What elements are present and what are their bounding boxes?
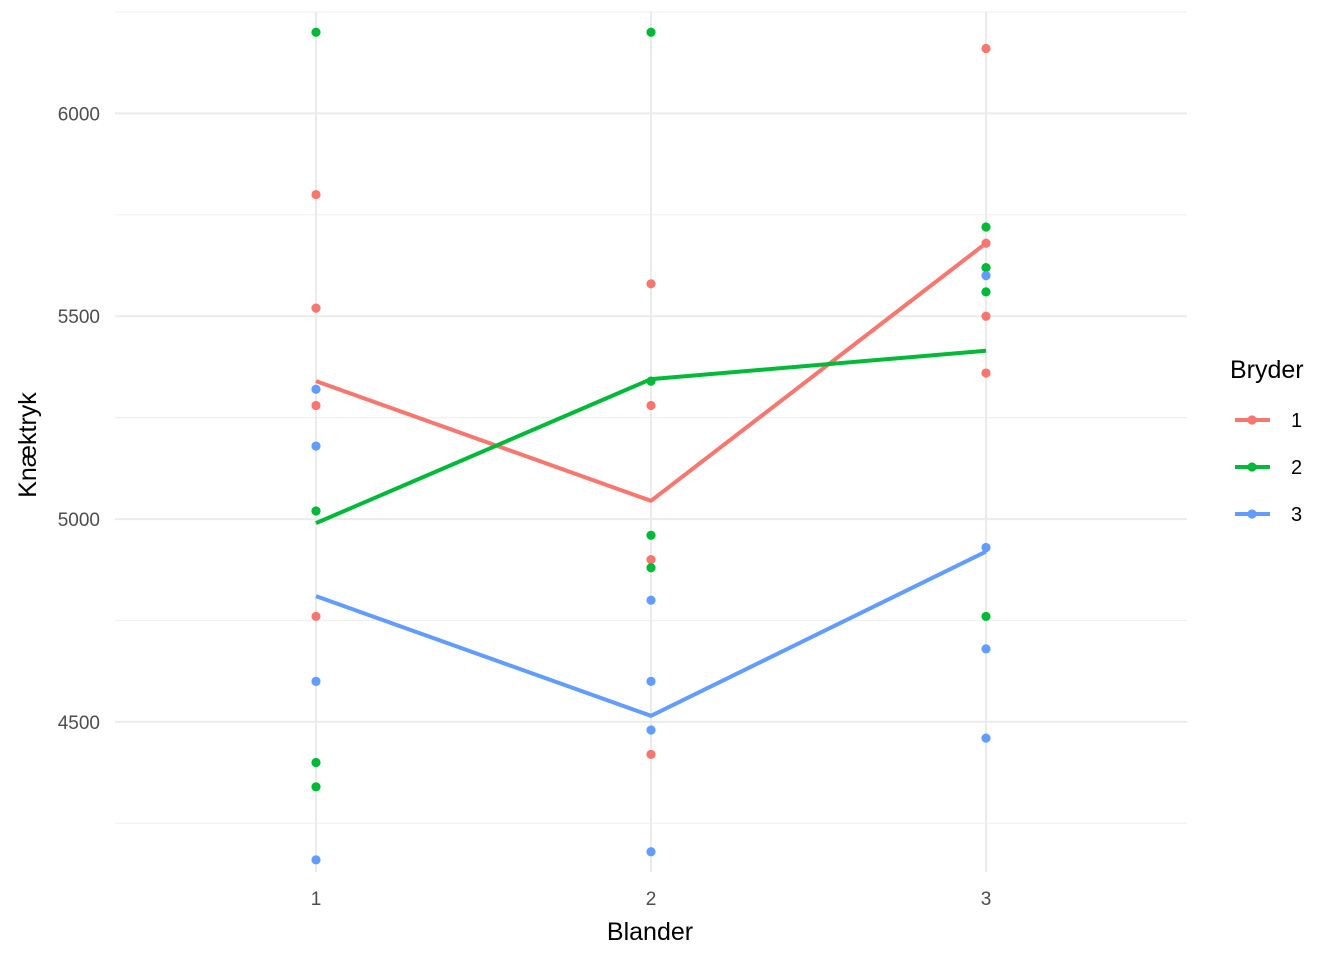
data-point-2 — [311, 782, 321, 792]
y-axis-ticks: 4500 5000 5500 6000 — [58, 104, 100, 733]
data-point-2 — [981, 611, 991, 622]
data-point-2 — [981, 262, 991, 273]
series-line-1 — [315, 241, 988, 503]
x-axis-ticks: 1 2 3 — [311, 889, 992, 910]
x-tick-label: 1 — [311, 889, 322, 910]
data-point-2 — [646, 376, 656, 386]
y-tick-label: 5000 — [58, 510, 100, 531]
data-point-2 — [981, 222, 991, 232]
data-point-3 — [646, 676, 656, 686]
legend: Bryder 1 2 3 — [1230, 356, 1304, 526]
x-tick-label: 2 — [646, 889, 657, 910]
y-axis-title: Knæktryk — [14, 392, 42, 498]
data-point-2 — [311, 27, 321, 37]
legend-key-point — [1247, 462, 1257, 472]
data-point-1 — [981, 368, 991, 378]
x-tick-label: 3 — [981, 889, 992, 910]
x-axis-title: Blander — [607, 918, 693, 946]
series-line-3 — [315, 549, 987, 718]
data-point-3 — [646, 847, 656, 857]
data-point-3 — [981, 542, 991, 553]
y-tick-label: 5500 — [58, 307, 100, 328]
data-point-1 — [311, 611, 321, 622]
data-point-2 — [981, 287, 991, 297]
y-tick-label: 4500 — [58, 713, 100, 734]
data-point-1 — [981, 238, 991, 248]
legend-label: 1 — [1291, 410, 1302, 432]
data-points — [311, 27, 991, 865]
data-point-1 — [646, 749, 656, 759]
data-point-1 — [646, 555, 656, 565]
data-point-3 — [981, 644, 991, 654]
grid-major — [115, 12, 1187, 872]
data-point-3 — [646, 595, 656, 605]
data-point-2 — [646, 563, 656, 573]
data-point-1 — [311, 303, 321, 313]
data-point-3 — [981, 733, 991, 743]
data-point-3 — [311, 855, 321, 865]
data-point-1 — [646, 400, 656, 411]
data-point-3 — [311, 676, 321, 686]
legend-key-point — [1247, 509, 1257, 519]
data-point-2 — [311, 506, 321, 516]
y-tick-label: 6000 — [58, 104, 100, 125]
data-point-3 — [311, 441, 321, 451]
data-point-1 — [981, 311, 991, 321]
legend-title: Bryder — [1230, 356, 1304, 384]
legend-label: 3 — [1291, 504, 1302, 526]
data-point-1 — [646, 279, 656, 289]
data-point-2 — [646, 530, 656, 540]
data-point-2 — [646, 27, 656, 37]
data-point-3 — [646, 725, 656, 735]
legend-key-point — [1247, 415, 1257, 425]
data-point-1 — [311, 400, 321, 411]
data-point-3 — [311, 384, 321, 394]
data-point-2 — [311, 757, 321, 768]
data-point-1 — [981, 43, 991, 54]
data-point-1 — [311, 189, 321, 200]
legend-label: 2 — [1291, 457, 1302, 479]
data-point-3 — [981, 271, 991, 281]
